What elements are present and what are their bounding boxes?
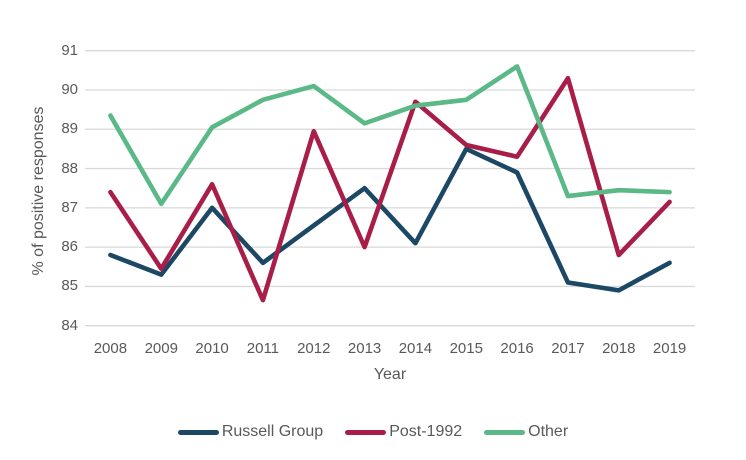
series-line-russell-group xyxy=(108,146,672,293)
y-tick-label: 90 xyxy=(61,80,78,98)
y-tick-label: 85 xyxy=(61,277,78,295)
legend-label-post-1992: Post-1992 xyxy=(389,423,463,440)
x-tick-label: 2015 xyxy=(449,340,483,357)
legend-swatch-post-1992 xyxy=(345,429,387,435)
legend-swatch-russell-group xyxy=(177,429,219,435)
x-tick-label: 2012 xyxy=(297,340,331,357)
legend-item-other: Other xyxy=(484,423,568,441)
y-tick-label: 86 xyxy=(61,238,78,256)
x-tick-label: 2009 xyxy=(144,340,178,357)
y-tick-label: 87 xyxy=(61,198,78,216)
x-tick-label: 2019 xyxy=(652,340,687,357)
legend-item-russell-group: Russell Group xyxy=(177,423,324,441)
x-axis-title: Year xyxy=(373,366,407,383)
legend-label-russell-group: Russell Group xyxy=(221,423,324,440)
x-tick-label: 2010 xyxy=(195,340,229,357)
x-tick-label: 2008 xyxy=(93,340,128,357)
x-tick-label: 2017 xyxy=(551,340,585,357)
y-tick-label: 89 xyxy=(61,120,78,138)
x-tick-label: 2013 xyxy=(347,340,382,357)
legend-item-post-1992: Post-1992 xyxy=(345,423,462,441)
legend-swatch-other xyxy=(484,429,526,435)
y-tick-label: 91 xyxy=(61,41,78,59)
x-tick-label: 2014 xyxy=(398,340,433,357)
y-tick-label: 88 xyxy=(61,159,78,177)
legend: Russell Group Post-1992 Other xyxy=(0,423,746,441)
x-tick-label: 2016 xyxy=(500,340,534,357)
series-line-post-1992 xyxy=(108,75,672,303)
y-tick-label: 84 xyxy=(61,316,78,334)
x-tick-label: 2018 xyxy=(602,340,636,357)
y-axis-title: % of positive responses xyxy=(30,106,47,276)
series-line-other xyxy=(108,64,672,207)
legend-label-other: Other xyxy=(528,423,569,440)
x-tick-label: 2011 xyxy=(246,340,280,357)
